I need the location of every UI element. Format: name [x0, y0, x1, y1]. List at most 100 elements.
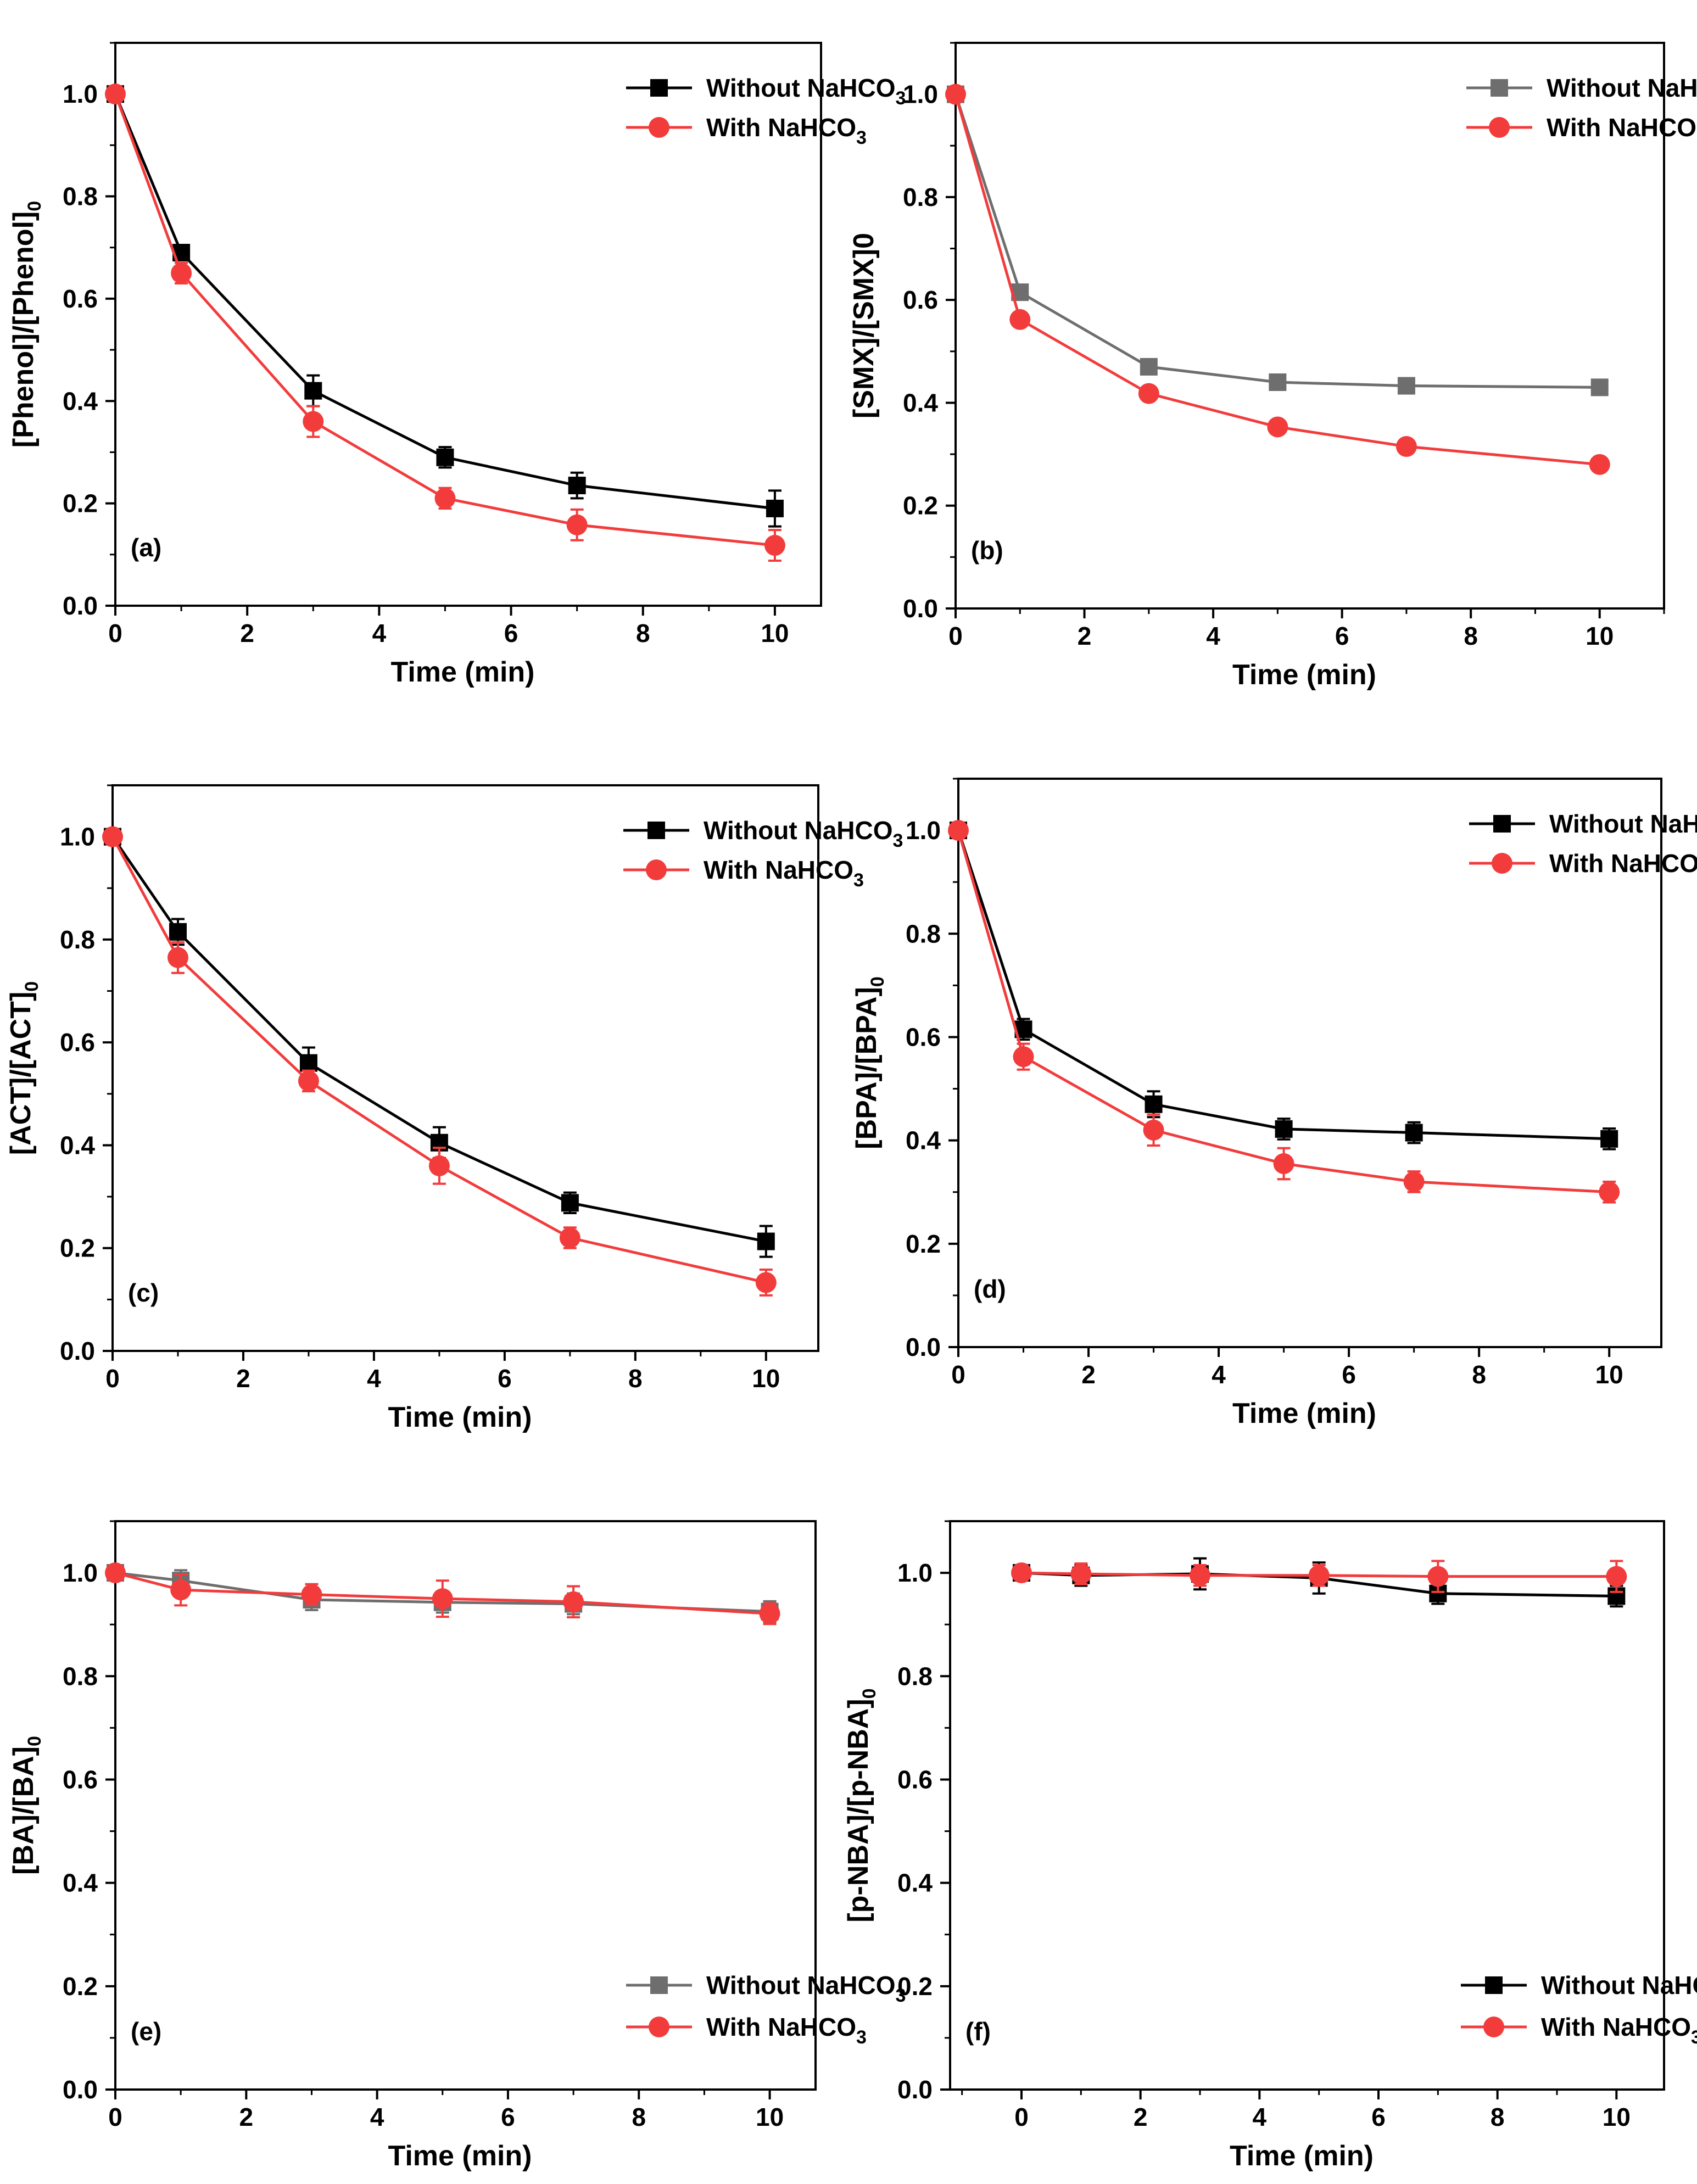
legend-label: Without NaHCO3	[1549, 809, 1697, 845]
chart-panel-f: 0 2 4 6 8 10 0.0 0.2 0.4 0.6 0.8 1.0 Time (min) [p-NB…	[842, 1520, 1697, 2172]
legend-label: With NaHCO3	[1547, 113, 1697, 148]
data-point	[561, 1194, 579, 1212]
y-tick-label: 1.0	[906, 816, 941, 845]
data-point	[105, 1562, 126, 1584]
y-axis-label-sub: 0	[867, 976, 888, 987]
data-point	[1275, 1120, 1293, 1138]
x-tick-label: 4	[370, 2103, 384, 2131]
data-point	[1011, 1562, 1032, 1584]
data-point	[1590, 378, 1609, 396]
y-tick-label: 0.4	[63, 1869, 98, 1897]
chart-panel-a: 0 2 4 6 8 10 0.0 0.2 0.4 0.6 0.8 1.0 Time (min) [Phen…	[8, 42, 906, 688]
y-axis-label-main: [SMX]/[SMX]0	[848, 233, 880, 418]
legend-label-main: With NaHCO	[1549, 849, 1697, 878]
x-tick-label: 2	[1081, 1360, 1096, 1389]
y-axis-label-main: [BPA]/[BPA]	[851, 987, 883, 1149]
y-tick-label: 0.6	[906, 1023, 941, 1051]
data-point	[1405, 1124, 1423, 1142]
y-axis-label: [BA]/[BA]0	[8, 1736, 45, 1875]
series-line	[957, 830, 1610, 1141]
series-without-nahco3	[947, 85, 1609, 396]
x-tick-label: 10	[752, 1364, 780, 1393]
series-line	[954, 93, 1600, 466]
panel-label: (f)	[965, 2017, 991, 2046]
series-with-nahco3	[105, 1562, 780, 1626]
x-tick-label: 0	[951, 1360, 965, 1389]
data-point	[436, 448, 454, 466]
x-tick-label: 2	[239, 2103, 254, 2131]
data-point	[1145, 1095, 1163, 1113]
y-axis-label: [ACT]/[ACT]0	[5, 981, 42, 1155]
legend-marker	[650, 1976, 668, 1994]
x-tick-label: 8	[636, 619, 650, 647]
y-tick-label: 0.2	[63, 489, 98, 518]
data-point	[432, 1588, 453, 1610]
legend-label-main: Without NaHCO	[1549, 809, 1697, 838]
y-axis-label-sub: 0	[21, 981, 42, 992]
x-tick-label: 0	[108, 2103, 122, 2131]
x-tick-label: 10	[761, 619, 789, 647]
series-with-nahco3	[948, 820, 1620, 1204]
data-point	[759, 1603, 780, 1624]
data-point	[1273, 1153, 1294, 1174]
legend-marker	[1493, 815, 1511, 833]
legend-label-sub: 3	[856, 2027, 867, 2048]
y-axis-label-main: [BA]/[BA]	[8, 1746, 40, 1875]
x-tick-label: 4	[1206, 622, 1220, 650]
series-with-nahco3	[945, 83, 1610, 475]
x-tick-label: 0	[948, 622, 963, 650]
y-tick-label: 0.0	[63, 2075, 98, 2104]
data-point	[568, 477, 586, 495]
legend-marker	[650, 79, 668, 97]
data-point	[1267, 416, 1288, 438]
x-axis-label: Time (min)	[1230, 2140, 1374, 2172]
data-point	[1140, 358, 1158, 376]
data-point	[1427, 1566, 1449, 1587]
legend-label: Without NaHCO3	[706, 1971, 906, 2006]
x-tick-label: 8	[628, 1364, 643, 1393]
data-point	[1397, 377, 1415, 395]
data-point	[559, 1227, 580, 1248]
y-axis-label: [Phenol]/[Phenol]0	[8, 201, 45, 448]
data-point	[170, 1579, 192, 1601]
x-axis-label: Time (min)	[388, 1401, 532, 1433]
legend-marker	[1492, 853, 1512, 874]
data-point	[563, 1591, 584, 1612]
panel-label: (d)	[974, 1275, 1006, 1303]
y-tick-label: 1.0	[897, 1559, 933, 1587]
y-tick-label: 0.8	[60, 925, 95, 954]
legend-label-sub: 3	[893, 830, 903, 851]
x-tick-label: 10	[1586, 622, 1614, 650]
legend-entry: With NaHCO3	[1469, 849, 1697, 878]
x-tick-label: 2	[240, 619, 254, 647]
legend-entry: Without NaHCO3	[623, 816, 903, 851]
series-line	[957, 830, 1610, 1194]
data-point	[428, 1155, 450, 1176]
plot-frame	[954, 42, 1665, 610]
panel-label: (c)	[128, 1278, 159, 1307]
legend-label-sub: 3	[1691, 2027, 1697, 2048]
y-axis-label-main: [Phenol]/[Phenol]	[8, 211, 40, 448]
x-tick-label: 2	[1134, 2103, 1148, 2131]
y-axis-label-sub: 0	[24, 201, 45, 211]
x-tick-label: 6	[501, 2103, 515, 2131]
x-tick-label: 6	[1335, 622, 1349, 650]
legend-entry: With NaHCO3	[1466, 113, 1697, 148]
y-tick-label: 0.2	[63, 1972, 98, 2001]
series-without-nahco3	[950, 822, 1618, 1150]
plot-frame	[957, 778, 1662, 1348]
plot-frame	[114, 42, 822, 607]
data-point	[1600, 1130, 1618, 1148]
legend-label-sub: 3	[853, 870, 864, 891]
data-point	[304, 382, 322, 400]
data-point	[299, 1054, 317, 1072]
y-tick-label: 0.2	[60, 1234, 95, 1263]
data-point	[1395, 436, 1417, 457]
y-axis-label-main: [p-NBA]/[p-NBA]	[842, 1699, 874, 1922]
y-axis-label-sub: 0	[859, 1688, 880, 1699]
legend-marker	[649, 2017, 669, 2037]
legend-label-sub: 3	[856, 127, 867, 148]
x-tick-label: 0	[1014, 2103, 1029, 2131]
legend-label-sub: 3	[896, 1985, 906, 2006]
legend-label: With NaHCO3	[704, 856, 864, 891]
